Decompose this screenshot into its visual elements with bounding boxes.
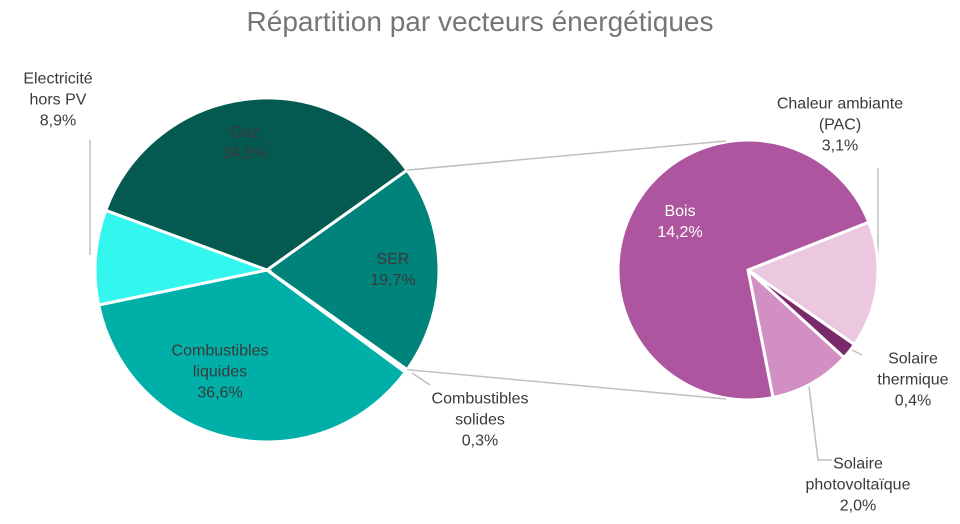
slice-name: Chaleur ambiante (PAC)	[776, 95, 904, 134]
slice-value: 36,6%	[197, 384, 243, 402]
slice-value: 14,2%	[657, 224, 703, 241]
chart-title: Répartition par vecteurs énergétiques	[246, 6, 714, 37]
slice-label: Combustibles liquides 36,6%	[145, 341, 295, 404]
connector-line	[407, 368, 727, 400]
leader-line	[411, 372, 431, 386]
slice-value: 2,0%	[839, 497, 877, 515]
slice-name: Combustibles solides	[431, 390, 529, 429]
slice-name: Solaire thermique	[877, 350, 949, 389]
slice-label: Solaire thermique 0,4%	[863, 349, 960, 412]
slice-label: Solaire photovoltaïque 2,0%	[788, 454, 928, 517]
pie-slice	[745, 265, 847, 400]
pie-slice	[744, 220, 880, 347]
pie-slice	[264, 168, 441, 372]
pie-slice	[93, 208, 273, 307]
slice-name: Bois	[664, 203, 696, 220]
slice-name: Solaire photovoltaïque	[805, 455, 911, 494]
slice-value: 3,1%	[821, 137, 859, 155]
pie-slice	[103, 96, 410, 272]
slice-label: Combustibles solides 0,3%	[405, 389, 555, 452]
slice-value: 19,7%	[370, 272, 416, 289]
slice-value: 8,9%	[39, 112, 77, 130]
slice-label: Chaleur ambiante (PAC) 3,1%	[765, 94, 915, 157]
pie-slice	[616, 138, 871, 402]
slice-label: Bois 14,2%	[640, 201, 720, 243]
pie-slice	[96, 268, 408, 444]
leader-line	[807, 377, 832, 461]
slice-label: Gaz 34,5%	[195, 122, 295, 164]
slice-name: SER	[376, 251, 410, 268]
slice-name: Combustibles liquides	[171, 342, 269, 381]
leader-lines	[89, 140, 879, 461]
slice-label: SER 19,7%	[353, 249, 433, 291]
slice-name: Gaz	[230, 124, 260, 141]
slice-name: Electricité hors PV	[23, 70, 93, 109]
slice-value: 0,3%	[461, 432, 499, 450]
connector-line	[406, 140, 727, 171]
slice-value: 34,5%	[222, 145, 268, 162]
slice-value: 0,4%	[894, 392, 932, 410]
slice-label: Electricité hors PV 8,9%	[8, 69, 108, 132]
